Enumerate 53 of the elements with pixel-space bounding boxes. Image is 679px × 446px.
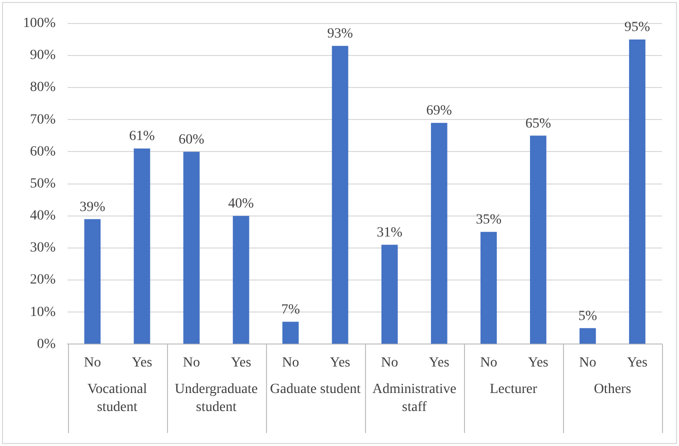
y-tick-label: 50% (30, 176, 56, 192)
bar (580, 328, 596, 344)
text: Vocational student (87, 382, 148, 415)
bar (629, 39, 646, 344)
data-label: 93% (327, 26, 354, 42)
y-tick-label: 60% (30, 144, 56, 160)
x-tick-label: Yes (627, 355, 648, 370)
y-tick-label: 90% (30, 48, 56, 64)
bar (530, 136, 546, 344)
text: Others (594, 382, 632, 397)
x-tick-label: No (480, 355, 498, 370)
bar (282, 322, 299, 344)
x-tick-label: Yes (428, 355, 450, 370)
bar (430, 122, 448, 344)
text: Gaduate student (270, 382, 361, 397)
x-tick-label: No (282, 355, 300, 370)
x-tick-label: No (84, 355, 101, 370)
data-label: 60% (178, 132, 205, 148)
text: Administrative staff (372, 382, 456, 415)
y-tick-label: 80% (30, 80, 56, 96)
x-tick-label: Yes (528, 355, 548, 370)
data-label: 35% (476, 212, 502, 228)
bar (332, 46, 348, 344)
x-tick-label: No (579, 355, 596, 370)
x-tick-label: Yes (330, 355, 350, 370)
y-tick-label: 70% (30, 112, 56, 128)
data-label: 7% (281, 302, 300, 318)
x-tick-label: No (381, 355, 398, 370)
text: Lecturer (490, 382, 538, 397)
data-label: 69% (426, 104, 452, 119)
y-tick-label: 10% (30, 304, 56, 320)
bar (134, 148, 150, 344)
y-tick-label: 20% (30, 272, 56, 288)
bar (480, 232, 497, 344)
x-tick-label: Yes (230, 355, 252, 370)
text: Undergraduate student (174, 382, 258, 415)
data-label: 5% (578, 308, 598, 324)
y-tick-label: 100% (22, 16, 56, 32)
data-label: 39% (80, 200, 106, 215)
y-tick-label: 0% (36, 336, 56, 352)
bar (381, 244, 398, 344)
x-tick-label: Yes (132, 355, 152, 370)
data-label: 95% (624, 20, 650, 36)
y-tick-label: 40% (30, 208, 56, 224)
x-tick-label: No (182, 355, 200, 370)
y-tick-label: 30% (30, 240, 56, 256)
bar (183, 152, 200, 344)
bar (84, 219, 101, 344)
data-label: 65% (525, 116, 552, 132)
data-label: 61% (129, 129, 156, 144)
data-label: 31% (376, 225, 403, 240)
data-label: 40% (228, 196, 254, 212)
bar (232, 216, 250, 344)
